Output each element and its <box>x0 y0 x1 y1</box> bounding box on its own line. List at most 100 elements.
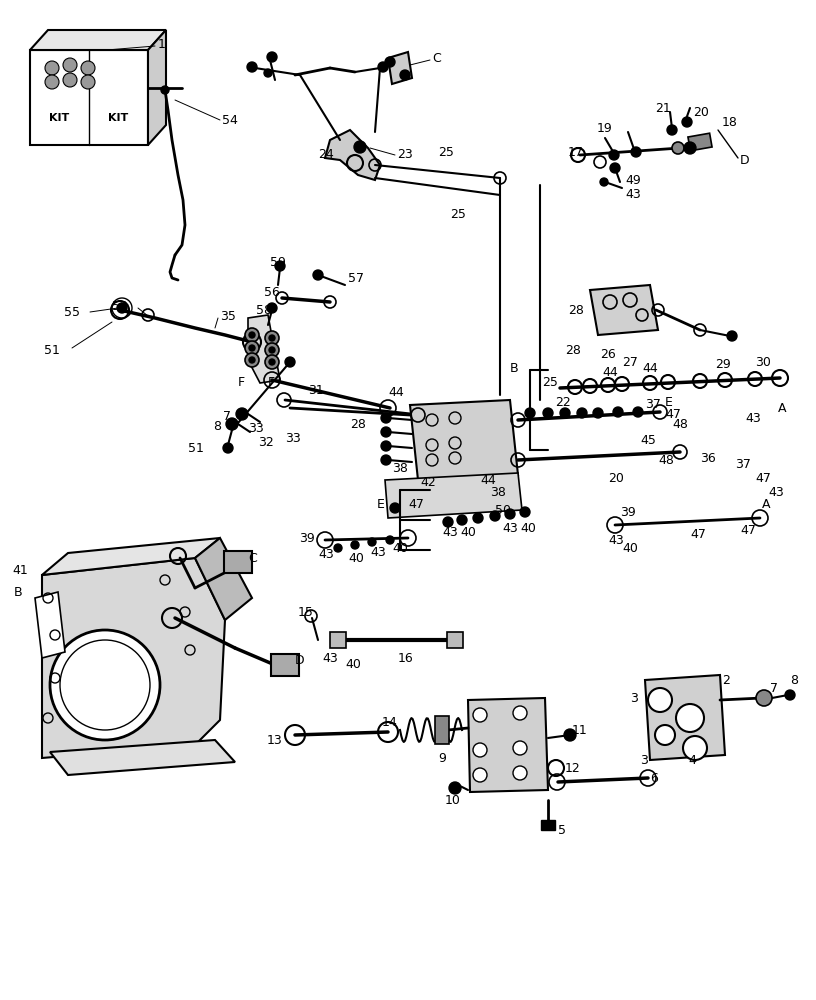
Bar <box>688 133 712 151</box>
Circle shape <box>45 61 59 75</box>
Circle shape <box>648 688 672 712</box>
Text: 25: 25 <box>438 145 454 158</box>
Circle shape <box>513 741 527 755</box>
Text: 43: 43 <box>442 526 458 538</box>
Text: 33: 33 <box>285 432 301 444</box>
Circle shape <box>236 408 248 420</box>
Circle shape <box>378 62 388 72</box>
Text: 20: 20 <box>693 105 709 118</box>
Text: A: A <box>762 498 770 512</box>
Circle shape <box>390 503 400 513</box>
Circle shape <box>269 335 275 341</box>
Circle shape <box>593 408 603 418</box>
Circle shape <box>513 706 527 720</box>
Text: 43: 43 <box>608 534 623 546</box>
Polygon shape <box>50 740 235 775</box>
Text: 20: 20 <box>608 472 624 485</box>
Circle shape <box>81 75 95 89</box>
Text: 5: 5 <box>558 824 566 836</box>
Polygon shape <box>35 592 65 658</box>
Text: 43: 43 <box>322 652 338 664</box>
Circle shape <box>457 515 467 525</box>
Circle shape <box>473 708 487 722</box>
Circle shape <box>269 347 275 353</box>
Polygon shape <box>195 538 252 620</box>
Text: 35: 35 <box>220 310 236 322</box>
Text: 44: 44 <box>642 361 658 374</box>
Circle shape <box>269 359 275 365</box>
Text: 45: 45 <box>640 434 656 446</box>
Text: 6: 6 <box>650 772 658 784</box>
Text: 58: 58 <box>256 304 272 316</box>
Text: 33: 33 <box>248 422 264 434</box>
Circle shape <box>264 69 272 77</box>
Circle shape <box>473 743 487 757</box>
Text: F: F <box>238 375 245 388</box>
Circle shape <box>560 408 570 418</box>
Circle shape <box>756 690 772 706</box>
Circle shape <box>354 141 366 153</box>
Circle shape <box>381 441 391 451</box>
Text: 51: 51 <box>188 442 204 454</box>
Text: KIT: KIT <box>109 113 129 123</box>
Circle shape <box>600 178 608 186</box>
Text: C: C <box>432 51 441 64</box>
Text: 36: 36 <box>700 452 716 464</box>
Text: 50: 50 <box>495 504 511 516</box>
Circle shape <box>249 345 255 351</box>
Text: 44: 44 <box>480 474 496 487</box>
Circle shape <box>275 261 285 271</box>
Circle shape <box>267 303 277 313</box>
Text: 2: 2 <box>722 674 730 686</box>
Text: 39: 39 <box>299 532 315 544</box>
Text: 43: 43 <box>502 522 517 534</box>
Circle shape <box>564 729 576 741</box>
Text: 18: 18 <box>722 115 738 128</box>
Text: 17: 17 <box>568 145 584 158</box>
Bar <box>224 551 252 573</box>
Polygon shape <box>410 400 518 480</box>
Polygon shape <box>148 30 166 145</box>
Text: 31: 31 <box>308 383 324 396</box>
Text: 55: 55 <box>64 306 80 318</box>
Text: 48: 48 <box>672 418 688 432</box>
Circle shape <box>381 427 391 437</box>
Polygon shape <box>385 473 522 518</box>
Polygon shape <box>645 675 725 760</box>
Circle shape <box>667 125 677 135</box>
Circle shape <box>381 413 391 423</box>
Circle shape <box>525 408 535 418</box>
Text: 38: 38 <box>490 486 506 498</box>
Text: 47: 47 <box>408 498 424 512</box>
Circle shape <box>385 57 395 67</box>
Text: 40: 40 <box>520 522 536 534</box>
Circle shape <box>265 355 279 369</box>
Text: 59: 59 <box>270 256 286 269</box>
Circle shape <box>543 408 553 418</box>
Circle shape <box>683 736 707 760</box>
Text: 47: 47 <box>740 524 756 536</box>
Circle shape <box>351 541 359 549</box>
Text: 30: 30 <box>755 357 771 369</box>
Circle shape <box>226 418 238 430</box>
Circle shape <box>50 630 160 740</box>
Circle shape <box>655 725 675 745</box>
Circle shape <box>400 70 410 80</box>
Circle shape <box>245 341 259 355</box>
Text: 56: 56 <box>264 286 280 298</box>
Text: 44: 44 <box>602 365 618 378</box>
Bar <box>447 632 463 648</box>
Text: 54: 54 <box>222 113 238 126</box>
Text: 3: 3 <box>630 692 638 704</box>
Polygon shape <box>42 558 225 758</box>
Text: 7: 7 <box>770 682 778 694</box>
Circle shape <box>676 704 704 732</box>
Text: 24: 24 <box>318 148 334 161</box>
Circle shape <box>490 511 500 521</box>
Circle shape <box>368 538 376 546</box>
Circle shape <box>473 513 483 523</box>
Circle shape <box>249 357 255 363</box>
Circle shape <box>684 142 696 154</box>
Text: 12: 12 <box>565 762 581 774</box>
Circle shape <box>63 73 77 87</box>
